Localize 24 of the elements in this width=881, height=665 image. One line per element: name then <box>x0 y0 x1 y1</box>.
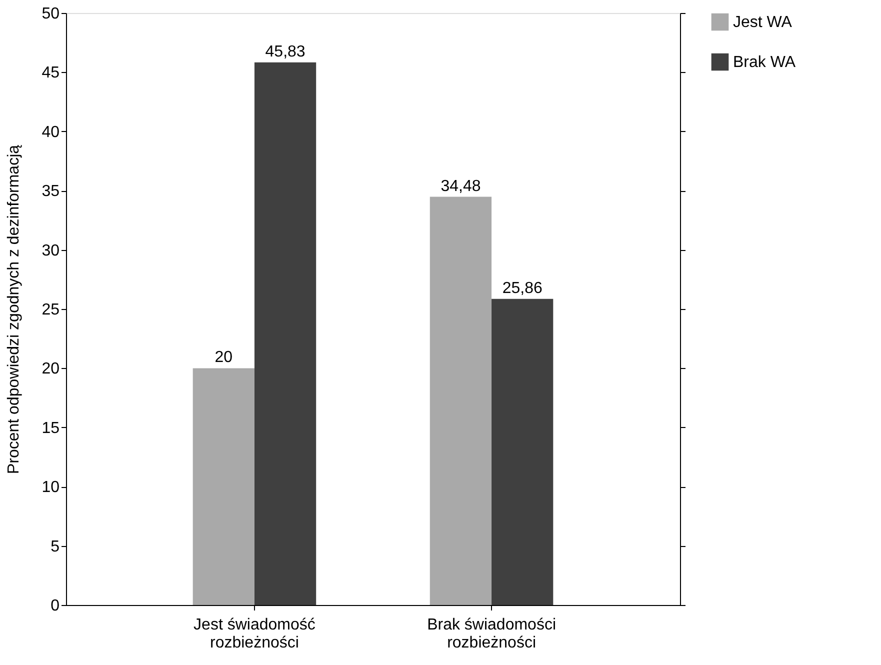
y-tick-label: 35 <box>42 183 60 200</box>
y-tick-label: 20 <box>42 360 60 378</box>
legend-label: Jest WA <box>733 14 792 31</box>
x-tick-label: Jest świadomość rozbieżności <box>194 616 316 652</box>
data-label: 20 <box>214 349 233 366</box>
y-tick-label: 15 <box>42 420 60 437</box>
bar <box>192 368 254 605</box>
bar <box>254 62 316 605</box>
data-label: 25,86 <box>502 280 542 297</box>
y-tick-label: 50 <box>42 6 60 22</box>
y-tick-label: 30 <box>42 242 60 260</box>
legend-label: Brak WA <box>733 54 796 71</box>
x-tick-label: Brak świadomości rozbieżności <box>427 616 556 652</box>
y-tick-label: 10 <box>42 479 60 496</box>
y-tick-label: 0 <box>50 598 60 614</box>
y-tick-label: 25 <box>42 302 60 318</box>
y-tick-label: 40 <box>42 124 60 141</box>
bar <box>430 196 492 605</box>
y-tick-label: 45 <box>42 64 60 82</box>
bar <box>492 298 554 605</box>
data-label: 45,83 <box>265 43 306 60</box>
data-label: 34,48 <box>440 178 481 195</box>
y-axis-title: Procent odpowiedzi zgodnych z dezinformacją <box>6 144 23 474</box>
y-tick-label: 5 <box>50 538 60 556</box>
